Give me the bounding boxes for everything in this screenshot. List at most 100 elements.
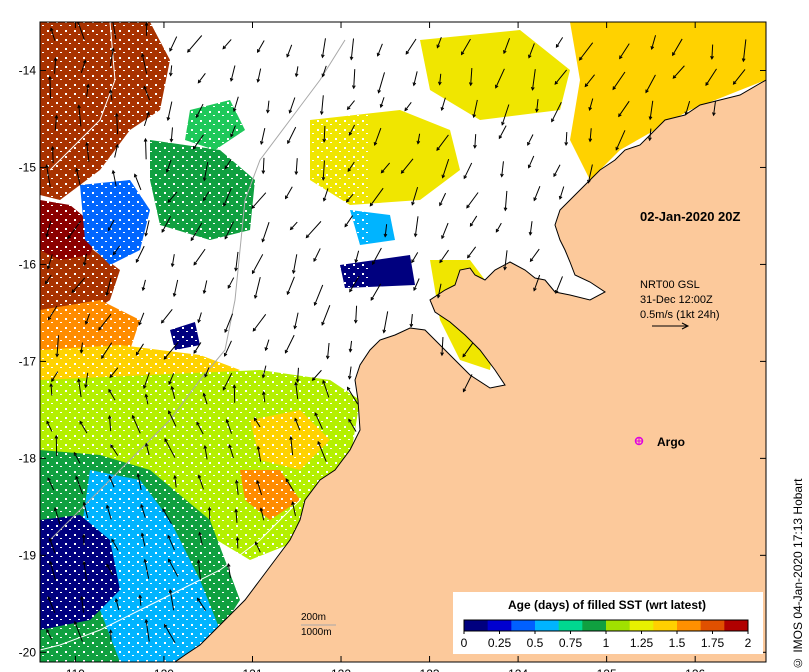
- current-vector: [578, 42, 594, 61]
- current-vector: [256, 445, 262, 462]
- current-vector: [439, 249, 449, 264]
- current-vector: [234, 479, 239, 495]
- current-vector: [500, 161, 504, 178]
- current-vector: [584, 74, 595, 88]
- current-vector: [319, 95, 324, 116]
- current-vector: [400, 158, 414, 174]
- current-vector: [411, 186, 419, 206]
- current-vector: [351, 69, 356, 90]
- current-vector: [144, 393, 149, 405]
- current-vector: [405, 38, 417, 55]
- current-vector: [261, 365, 267, 379]
- colorbar-cell: [724, 620, 749, 631]
- longitude-axis: 119 120 121 122 123 124 125 126: [66, 22, 706, 672]
- current-vector: [436, 37, 442, 49]
- current-vector: [372, 247, 382, 266]
- current-vector: [55, 335, 60, 358]
- current-vector: [462, 342, 474, 358]
- current-vector: [229, 65, 236, 82]
- current-vector: [107, 415, 112, 432]
- current-vector: [235, 536, 240, 549]
- current-vector: [347, 161, 355, 173]
- current-vector: [416, 133, 421, 145]
- current-vector: [114, 112, 119, 135]
- current-vector: [294, 381, 299, 400]
- current-vector: [86, 83, 90, 97]
- current-vector: [169, 36, 178, 52]
- current-vector: [77, 378, 82, 398]
- current-vector: [111, 538, 119, 551]
- current-vector: [261, 157, 266, 175]
- current-vector: [495, 222, 502, 233]
- current-vector: [143, 137, 148, 160]
- current-vector: [108, 474, 115, 488]
- current-vector: [193, 342, 202, 354]
- lat-tick-label: -19: [19, 548, 37, 562]
- current-vector: [320, 38, 326, 59]
- colorbar-cell: [487, 620, 512, 631]
- colorbar-cell: [535, 620, 560, 631]
- current-vector: [370, 283, 382, 301]
- current-vector: [254, 541, 261, 553]
- current-vector: [47, 305, 58, 321]
- colorbar-tick-label: 1: [603, 636, 610, 650]
- current-vector: [528, 43, 535, 59]
- lat-tick-label: -20: [19, 645, 37, 659]
- lon-tick-label: 122: [331, 667, 351, 672]
- current-vector: [108, 388, 116, 401]
- current-vector: [553, 164, 561, 178]
- current-vector: [111, 169, 117, 187]
- current-vector: [170, 385, 176, 399]
- current-vector: [501, 104, 510, 126]
- current-vector: [192, 134, 204, 150]
- current-vector: [225, 418, 233, 434]
- current-vector: [259, 507, 265, 521]
- current-vector: [555, 37, 564, 48]
- current-vector: [232, 384, 237, 403]
- lat-tick-label: -16: [19, 257, 37, 271]
- argo-label: Argo: [657, 435, 685, 449]
- current-vector: [313, 284, 324, 307]
- current-vector: [705, 68, 717, 87]
- current-vector: [467, 246, 477, 259]
- current-vector: [204, 367, 210, 378]
- current-vector: [54, 434, 59, 457]
- credit-text: © IMOS 04-Jan-2020 17:13 Hobart: [791, 478, 805, 670]
- lon-tick-label: 120: [154, 667, 174, 672]
- current-vector: [348, 340, 353, 353]
- current-vector: [437, 73, 442, 86]
- current-vector: [142, 372, 150, 390]
- current-vector: [224, 159, 232, 170]
- current-vector: [49, 27, 56, 41]
- lon-tick-label: 126: [685, 667, 705, 672]
- current-vector: [253, 417, 261, 428]
- lon-tick-label: 119: [66, 667, 85, 672]
- current-vector: [168, 373, 175, 385]
- current-vector: [321, 65, 327, 78]
- current-vector: [187, 35, 203, 53]
- current-vector: [105, 278, 112, 297]
- current-vector: [530, 69, 536, 91]
- lon-tick-label: 125: [597, 667, 617, 672]
- current-vector: [234, 251, 239, 272]
- current-vector: [732, 69, 746, 85]
- colorbar-cell: [700, 620, 725, 631]
- current-vector: [138, 594, 143, 606]
- current-vector: [143, 558, 150, 579]
- colorbar-tick-label: 0: [461, 636, 468, 650]
- current-vector: [650, 35, 657, 50]
- current-vector: [349, 38, 355, 61]
- current-vector: [144, 442, 150, 456]
- current-vector: [439, 192, 447, 207]
- current-vector: [251, 254, 264, 275]
- current-vector: [288, 97, 296, 114]
- current-vector: [136, 473, 142, 490]
- current-vector: [612, 71, 626, 91]
- lat-tick-label: -18: [19, 451, 37, 465]
- current-vector: [135, 245, 145, 263]
- current-vector: [143, 85, 151, 101]
- current-vector: [619, 43, 630, 60]
- current-vector: [379, 97, 385, 109]
- current-vector: [141, 53, 148, 74]
- current-vector: [135, 343, 144, 356]
